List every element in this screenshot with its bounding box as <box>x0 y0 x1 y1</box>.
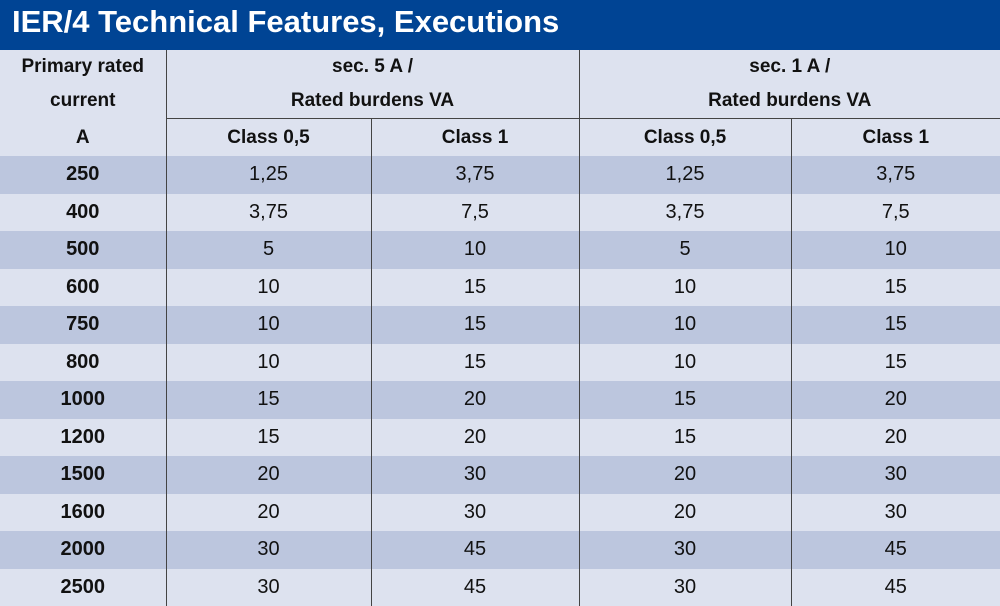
primary-current-cell: 600 <box>0 269 166 307</box>
sec1-class1-cell: 15 <box>791 344 1000 382</box>
sec5-class05-cell: 10 <box>166 306 371 344</box>
sec5-class1-cell: 15 <box>371 269 579 307</box>
sec1-class05-cell: 10 <box>579 344 791 382</box>
primary-current-cell: 1600 <box>0 494 166 532</box>
primary-current-cell: 1000 <box>0 381 166 419</box>
sec1-class1-cell: 20 <box>791 419 1000 457</box>
sec5-class1-cell: 30 <box>371 456 579 494</box>
sec1-class1-cell: 45 <box>791 569 1000 606</box>
sec1-class05-cell: 30 <box>579 531 791 569</box>
sec1-class1-cell: 3,75 <box>791 156 1000 194</box>
sec1-class1-cell: 10 <box>791 231 1000 269</box>
sec1-class05-cell: 20 <box>579 456 791 494</box>
primary-current-cell: 500 <box>0 231 166 269</box>
sec5-class1-cell: 10 <box>371 231 579 269</box>
sec5-class1-cell: 30 <box>371 494 579 532</box>
sec1-class05-cell: 1,25 <box>579 156 791 194</box>
sec5-class1-cell: 15 <box>371 306 579 344</box>
sec1-class1-cell: 30 <box>791 456 1000 494</box>
sec1-class1-cell: 15 <box>791 269 1000 307</box>
sec5-class1-cell: 15 <box>371 344 579 382</box>
sec5-class05-cell: 30 <box>166 531 371 569</box>
sec5-class05-cell: 15 <box>166 419 371 457</box>
group2-class-b-header: Class 1 <box>791 119 1000 157</box>
group1-header-line2: Rated burdens VA <box>166 84 579 119</box>
sec5-class05-cell: 1,25 <box>166 156 371 194</box>
sec5-class05-cell: 5 <box>166 231 371 269</box>
sec5-class1-cell: 7,5 <box>371 194 579 232</box>
group2-class-a-header: Class 0,5 <box>579 119 791 157</box>
sec1-class05-cell: 3,75 <box>579 194 791 232</box>
sec5-class05-cell: 20 <box>166 494 371 532</box>
sec5-class05-cell: 10 <box>166 269 371 307</box>
primary-current-cell: 1500 <box>0 456 166 494</box>
sec1-class05-cell: 20 <box>579 494 791 532</box>
primary-current-cell: 800 <box>0 344 166 382</box>
primary-current-cell: 400 <box>0 194 166 232</box>
sec5-class1-cell: 20 <box>371 381 579 419</box>
group2-header-line1: sec. 1 A / <box>579 50 1000 84</box>
group1-header-line1: sec. 5 A / <box>166 50 579 84</box>
sec5-class05-cell: 20 <box>166 456 371 494</box>
sec1-class05-cell: 10 <box>579 269 791 307</box>
sec5-class1-cell: 3,75 <box>371 156 579 194</box>
primary-header-line1: Primary rated <box>0 50 166 84</box>
sec1-class1-cell: 20 <box>791 381 1000 419</box>
sec5-class05-cell: 15 <box>166 381 371 419</box>
sec5-class1-cell: 45 <box>371 531 579 569</box>
primary-current-cell: 2500 <box>0 569 166 606</box>
sec5-class05-cell: 30 <box>166 569 371 606</box>
sec5-class05-cell: 3,75 <box>166 194 371 232</box>
technical-features-table: Primary rated sec. 5 A / sec. 1 A / curr… <box>0 50 1000 606</box>
sec5-class1-cell: 20 <box>371 419 579 457</box>
sec5-class05-cell: 10 <box>166 344 371 382</box>
sec1-class05-cell: 30 <box>579 569 791 606</box>
sec1-class1-cell: 7,5 <box>791 194 1000 232</box>
primary-current-cell: 1200 <box>0 419 166 457</box>
group1-class-a-header: Class 0,5 <box>166 119 371 157</box>
primary-current-cell: 2000 <box>0 531 166 569</box>
sec5-class1-cell: 45 <box>371 569 579 606</box>
primary-header-line2: current <box>0 84 166 119</box>
sec1-class1-cell: 30 <box>791 494 1000 532</box>
sec1-class05-cell: 15 <box>579 381 791 419</box>
sec1-class1-cell: 45 <box>791 531 1000 569</box>
sec1-class05-cell: 5 <box>579 231 791 269</box>
primary-current-cell: 250 <box>0 156 166 194</box>
group2-header-line2: Rated burdens VA <box>579 84 1000 119</box>
group1-class-b-header: Class 1 <box>371 119 579 157</box>
table-header: Primary rated sec. 5 A / sec. 1 A / curr… <box>0 50 1000 156</box>
primary-header-line3: A <box>0 119 166 157</box>
sec1-class05-cell: 10 <box>579 306 791 344</box>
primary-current-cell: 750 <box>0 306 166 344</box>
sec1-class05-cell: 15 <box>579 419 791 457</box>
page-title: IER/4 Technical Features, Executions <box>0 0 1000 50</box>
sec1-class1-cell: 15 <box>791 306 1000 344</box>
